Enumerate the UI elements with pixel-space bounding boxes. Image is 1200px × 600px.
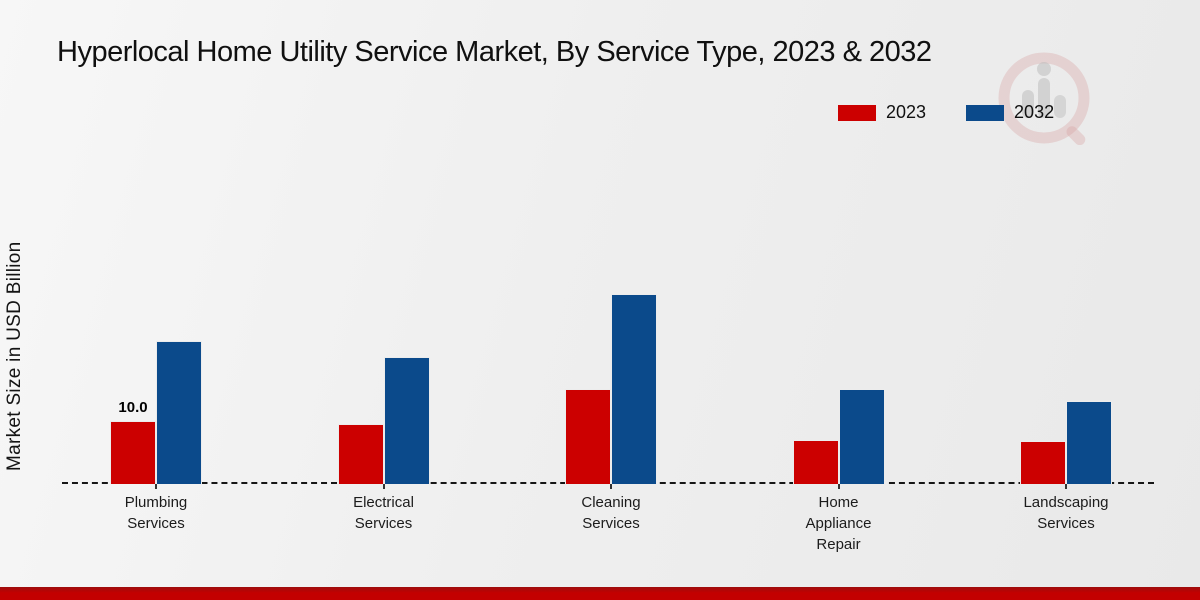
bar-2032-cleaning-services [611,293,657,484]
x-category-label-electrical-services: Electrical Services [353,494,414,532]
x-category-label-plumbing-services: Plumbing Services [124,494,188,532]
x-category-label-cleaning-services: Cleaning Services [581,494,641,532]
legend-item-2023: 2023 [838,102,926,123]
chart-title: Hyperlocal Home Utility Service Market, … [57,36,932,68]
bar-2023-plumbing-services [110,420,156,484]
bar-2023-cleaning-services [565,388,611,484]
bar-2023-electrical-services [337,423,384,484]
bar-value-label-2023-plumbing-services: 10.0 [118,398,148,416]
footer-accent-bar [0,587,1200,600]
x-category-label-home-appliance-repair: Home Appliance Repair [805,494,872,553]
legend-swatch-2032 [966,104,1005,121]
x-tick-plumbing-services [155,484,157,489]
legend: 2023 2032 [838,102,1054,123]
x-tick-home-appliance-repair [837,484,840,489]
x-category-label-landscaping-services: Landscaping Services [1023,494,1109,532]
legend-item-2032: 2032 [966,102,1054,123]
x-tick-cleaning-services [610,484,612,489]
market-research-logo-watermark [998,52,1090,146]
bar-2032-home-appliance-repair [838,388,885,484]
x-tick-electrical-services [382,484,385,489]
legend-label-2032: 2032 [1014,102,1055,122]
bar-2032-plumbing-services [156,341,202,484]
bar-2023-landscaping-services [1020,440,1066,484]
bar-2032-landscaping-services [1066,401,1112,484]
bar-2023-home-appliance-repair [792,439,839,484]
legend-swatch-2023 [838,104,876,121]
legend-label-2023: 2023 [886,102,927,122]
x-tick-landscaping-services [1065,484,1067,489]
bar-2032-electrical-services [383,357,430,484]
